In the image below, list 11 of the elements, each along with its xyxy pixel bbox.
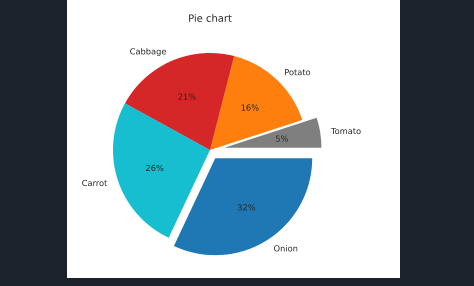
slice-label: Cabbage — [130, 48, 166, 56]
chart-title: Pie chart — [189, 14, 232, 22]
data-label: 5% — [276, 135, 288, 142]
slice-label: Potato — [285, 69, 310, 76]
data-label: 16% — [242, 104, 259, 111]
slice-label: Onion — [274, 245, 298, 252]
data-label: 32% — [238, 204, 256, 210]
slice-label: Tomato — [330, 128, 361, 134]
slice-label: Carrot — [82, 180, 108, 186]
data-label: 21% — [178, 93, 196, 100]
data-label: 26% — [146, 164, 164, 172]
